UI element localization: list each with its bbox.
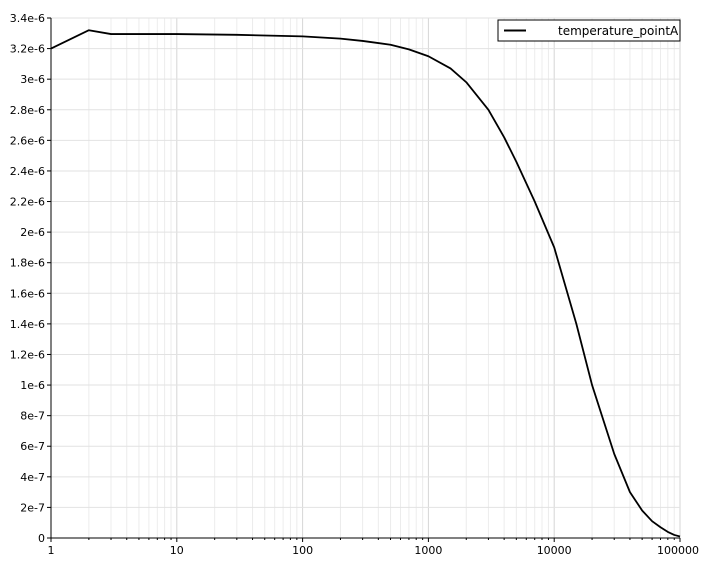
y-tick-label: 1.6e-6 — [10, 287, 45, 300]
series-line — [50, 29, 681, 538]
y-tick-label: 2.6e-6 — [10, 134, 45, 147]
y-tick-label: 2e-7 — [20, 501, 45, 514]
y-tick-label: 8e-7 — [20, 410, 45, 423]
y-tick-label: 1.2e-6 — [10, 348, 45, 361]
x-tick-label: 1 — [48, 544, 55, 557]
tick-labels: 0 2e-7 4e-7 6e-7 8e-7 1e-6 1.2e-6 1.4e-6 1.6e-6 1… — [10, 12, 699, 557]
series-lines — [50, 29, 681, 538]
legend-box — [497, 19, 681, 42]
y-tick-label: 4e-7 — [20, 471, 45, 484]
legend: temperature_pointA — [497, 19, 681, 42]
x-tick-label: 1000 — [414, 544, 442, 557]
axes — [47, 17, 681, 542]
x-tick-label: 100 — [292, 544, 313, 557]
x-tick-label: 10000 — [537, 544, 572, 557]
y-tick-label: 6e-7 — [20, 440, 45, 453]
y-tick-label: 1.4e-6 — [10, 318, 45, 331]
y-tick-label: 2.8e-6 — [10, 104, 45, 117]
x-tick-label: 100000 — [657, 544, 699, 557]
y-tick-label: 3.2e-6 — [10, 43, 45, 56]
y-tick-label: 2.2e-6 — [10, 196, 45, 209]
y-tick-label: 1e-6 — [20, 379, 45, 392]
y-tick-label: 3.4e-6 — [10, 12, 45, 25]
y-tick-label: 2e-6 — [20, 226, 45, 239]
y-tick-label: 2.4e-6 — [10, 165, 45, 178]
x-tick-label: 10 — [170, 544, 184, 557]
y-tick-label: 0 — [38, 532, 45, 545]
legend-label: temperature_pointA — [558, 24, 679, 38]
y-tick-label: 3e-6 — [20, 73, 45, 86]
y-tick-label: 1.8e-6 — [10, 257, 45, 270]
